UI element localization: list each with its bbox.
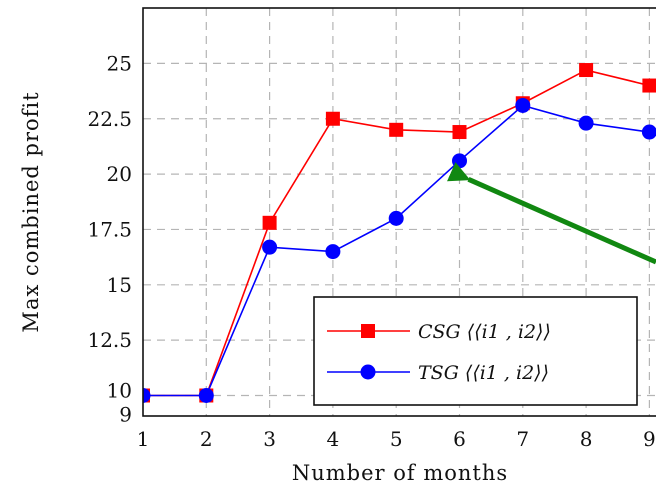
data-point-csg <box>389 122 404 137</box>
y-tick-label: 22.5 <box>87 107 132 131</box>
x-tick-label: 1 <box>137 427 150 451</box>
x-tick-label: 4 <box>327 427 340 451</box>
x-tick-label: 9 <box>643 427 656 451</box>
y-tick-label: 20 <box>107 162 132 186</box>
x-tick-label: 7 <box>516 427 529 451</box>
x-axis-title: Number of months <box>292 461 508 485</box>
data-point-tsg <box>198 388 214 403</box>
y-tick-label: 17.5 <box>87 217 132 241</box>
data-point-tsg <box>325 244 341 260</box>
x-tick-label: 8 <box>580 427 593 451</box>
y-tick-label: 9 <box>119 403 132 427</box>
data-point-csg <box>579 63 594 78</box>
legend: CSG ⟨⟨i1 , i2⟩⟩ TSG ⟨⟨i1 , i2⟩⟩ <box>313 296 638 406</box>
data-point-tsg <box>388 210 404 226</box>
data-point-tsg <box>578 115 594 131</box>
x-tick-label: 6 <box>453 427 466 451</box>
data-point-csg <box>452 125 467 140</box>
data-point-tsg <box>641 124 656 140</box>
plot-frame <box>142 7 656 417</box>
data-point-tsg <box>515 97 531 113</box>
y-tick-label: 12.5 <box>87 328 132 352</box>
x-tick-label: 3 <box>263 427 276 451</box>
data-point-csg <box>642 78 656 93</box>
data-point-tsg <box>143 388 151 403</box>
legend-marker-tsg <box>360 364 376 380</box>
y-tick-label: 10 <box>107 379 132 403</box>
y-tick-label: 25 <box>107 51 132 75</box>
annotation-layer <box>446 162 656 265</box>
legend-label-csg: CSG ⟨⟨i1 , i2⟩⟩ <box>418 321 551 343</box>
data-point-csg <box>262 215 277 230</box>
x-tick-label: 5 <box>390 427 403 451</box>
legend-label-tsg: TSG ⟨⟨i1 , i2⟩⟩ <box>418 362 549 384</box>
data-point-tsg <box>262 239 278 255</box>
y-axis-title: Max combined profit <box>19 91 43 332</box>
x-tick-label: 2 <box>200 427 213 451</box>
legend-box <box>313 296 638 406</box>
legend-marker-csg <box>361 324 375 338</box>
data-point-csg <box>325 111 340 126</box>
annotation-arrow <box>446 162 656 265</box>
y-tick-label: 15 <box>107 273 132 297</box>
data-point-tsg <box>452 153 467 169</box>
